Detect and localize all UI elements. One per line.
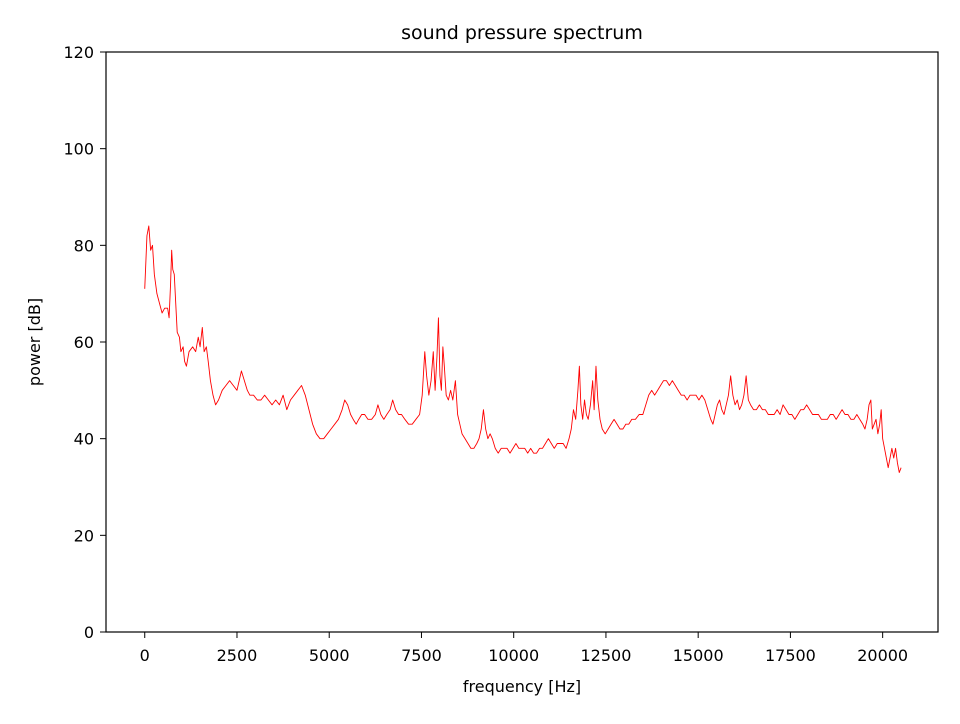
x-axis-label: frequency [Hz] [463, 677, 581, 696]
x-tick-label: 10000 [488, 646, 539, 665]
y-tick-label: 0 [84, 623, 94, 642]
y-axis: 0 20 40 60 80 100 120 [63, 43, 106, 642]
plot-area: 0 2500 5000 7500 10000 12500 15000 17500 20000 0… [63, 43, 939, 665]
x-tick-label: 7500 [401, 646, 442, 665]
x-tick-label: 15000 [673, 646, 724, 665]
chart-title: sound pressure spectrum [401, 22, 643, 44]
x-tick-label: 2500 [217, 646, 258, 665]
y-tick-label: 20 [74, 526, 94, 545]
y-tick-label: 80 [74, 236, 94, 255]
x-tick-label: 12500 [580, 646, 631, 665]
x-tick-label: 5000 [309, 646, 350, 665]
y-tick-label: 100 [63, 140, 94, 159]
y-axis-label: power [dB] [25, 298, 44, 386]
series-line [144, 225, 902, 473]
y-tick-label: 40 [74, 430, 94, 449]
x-tick-label: 17500 [765, 646, 816, 665]
y-tick-label: 60 [74, 333, 94, 352]
series-layer [144, 225, 902, 473]
x-tick-label: 0 [140, 646, 150, 665]
x-axis: 0 2500 5000 7500 10000 12500 15000 17500 20000 [140, 632, 908, 665]
y-tick-label: 120 [63, 43, 94, 62]
x-tick-label: 20000 [857, 646, 908, 665]
